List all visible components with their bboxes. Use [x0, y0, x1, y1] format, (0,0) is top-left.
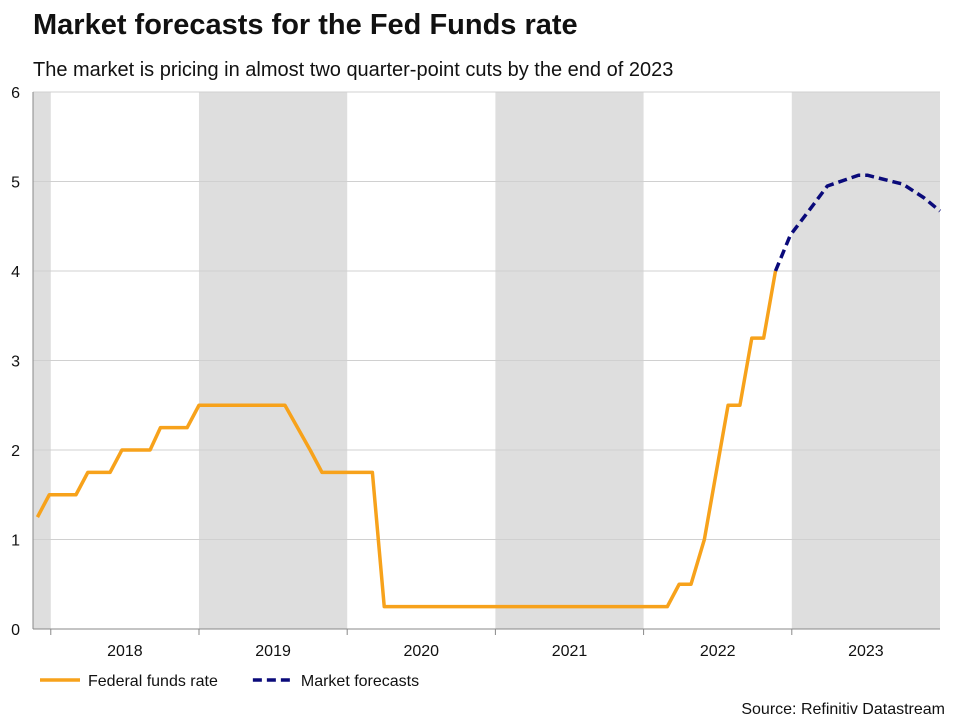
y-tick-label: 0	[11, 622, 20, 639]
y-tick-label: 1	[11, 533, 20, 550]
x-tick-label: 2021	[552, 643, 588, 660]
x-tick-label: 2022	[700, 643, 736, 660]
legend-label: Federal funds rate	[88, 673, 218, 690]
y-tick-label: 4	[11, 264, 20, 281]
y-tick-label: 5	[11, 175, 20, 192]
y-tick-label: 3	[11, 354, 20, 371]
chart-title: Market forecasts for the Fed Funds rate	[33, 9, 578, 41]
line-series	[773, 173, 942, 272]
legend-label: Market forecasts	[301, 673, 419, 690]
y-tick-label: 2	[11, 443, 20, 460]
line-series	[35, 270, 778, 609]
chart-subtitle: The market is pricing in almost two quar…	[33, 59, 673, 81]
x-tick-label: 2018	[107, 643, 143, 660]
source: Source: Refinitiv Datastream	[741, 701, 945, 718]
y-tick-label: 6	[11, 85, 20, 102]
x-tick-label: 2023	[848, 643, 884, 660]
x-tick-label: 2019	[255, 643, 291, 660]
x-tick-label: 2020	[403, 643, 439, 660]
